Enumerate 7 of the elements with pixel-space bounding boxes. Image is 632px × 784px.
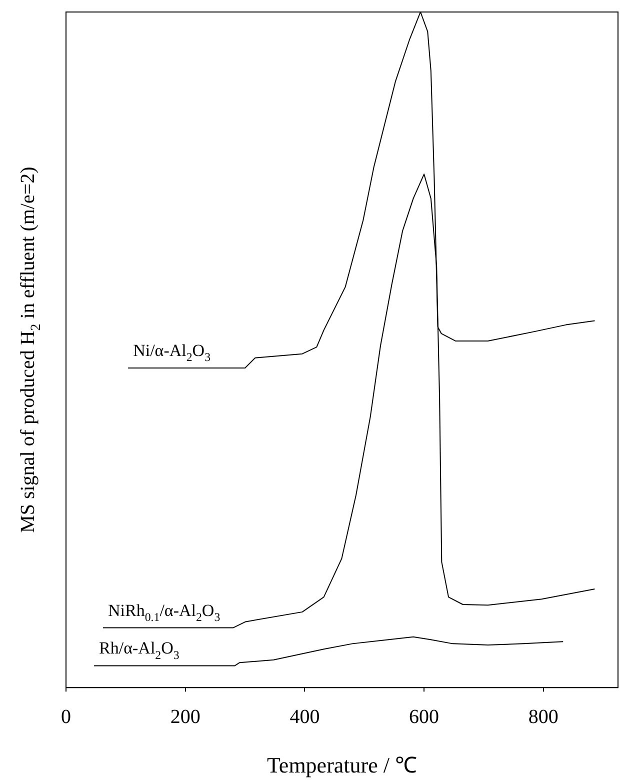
x-tick-label: 400: [290, 706, 320, 728]
x-tick-label: 600: [409, 706, 440, 728]
x-tick-label: 200: [170, 706, 200, 728]
x-axis-title: Temperature / ℃: [267, 752, 417, 778]
x-tick-label: 0: [61, 706, 71, 728]
y-axis-title: MS signal of produced H2 in effluent (m/e=2): [17, 166, 44, 533]
x-tick-label: 800: [528, 706, 558, 728]
